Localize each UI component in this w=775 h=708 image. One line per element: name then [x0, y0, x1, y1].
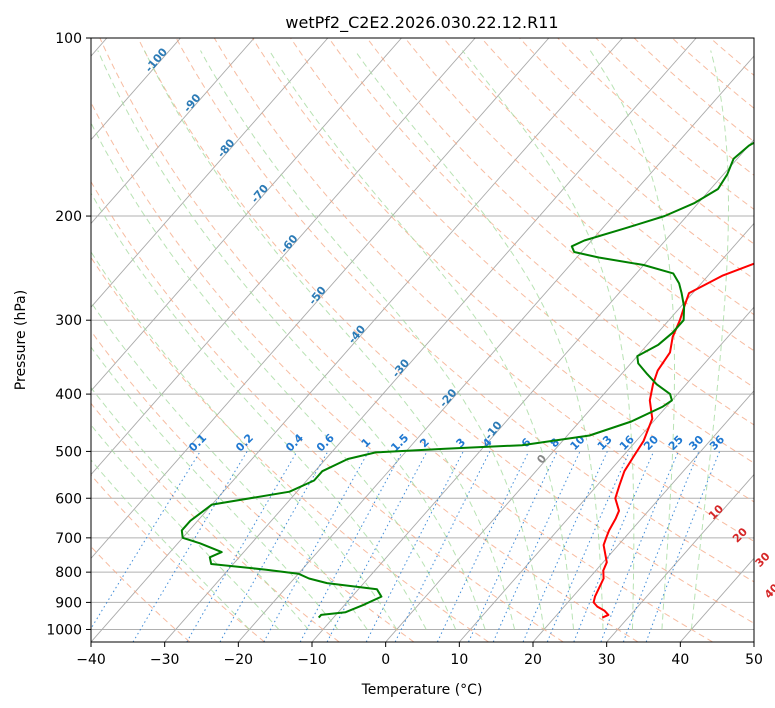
- moist-adiabat: [91, 121, 457, 630]
- y-axis-label: Pressure (hPa): [13, 290, 29, 390]
- isotherm: [385, 222, 754, 642]
- dry-adiabat: [91, 330, 415, 642]
- moist-adiabat: [268, 50, 574, 630]
- isotherm: [91, 38, 550, 559]
- dry-adiabat: [137, 38, 754, 624]
- dewpoint-line: [180, 141, 754, 619]
- mixing-ratio-line: [132, 451, 248, 642]
- dry-adiabat: [290, 38, 754, 464]
- moist-adiabat: [91, 251, 398, 630]
- temperature-line: [592, 262, 754, 619]
- dry-adiabat: [633, 38, 754, 143]
- mixing-ratio-line: [522, 451, 608, 642]
- isotherm: [91, 38, 623, 642]
- mixing-ratio-line: [468, 451, 558, 642]
- moist-adiabat: [690, 50, 729, 630]
- moist-adiabat: [97, 50, 486, 630]
- dry-adiabat: [91, 101, 639, 642]
- y-tick-label: 600: [55, 491, 82, 507]
- x-tick-label: −40: [76, 652, 106, 668]
- mixing-ratio-line: [492, 451, 581, 642]
- mixing-ratio-line: [91, 451, 201, 630]
- x-tick-label: 10: [450, 652, 468, 668]
- isotherm: [458, 306, 754, 642]
- x-tick-label: 50: [745, 652, 763, 668]
- isotherm: [91, 38, 402, 392]
- y-tick-label: 500: [55, 444, 82, 460]
- moist-adiabat: [462, 50, 635, 630]
- mixing-ratio-line: [600, 451, 679, 642]
- mixing-ratio-line: [436, 451, 530, 642]
- dry-adiabat: [595, 38, 754, 176]
- moist-adiabat: [91, 192, 427, 630]
- y-tick-label: 400: [55, 387, 82, 403]
- isotherm: [91, 38, 476, 476]
- mixing-ratio-line: [219, 451, 329, 642]
- mixing-ratio-line: [263, 451, 369, 642]
- y-tick-label: 200: [55, 209, 82, 225]
- moist-adiabat: [589, 50, 675, 630]
- y-axis-ticks: 100 200 300 400 500 600 700 800 900 1000: [46, 31, 91, 638]
- isotherm: [606, 473, 754, 642]
- moist-adiabat: [91, 301, 368, 630]
- x-tick-label: −20: [224, 652, 254, 668]
- dry-adiabat: [404, 38, 754, 352]
- x-tick-label: 40: [671, 652, 689, 668]
- moist-adiabat: [91, 459, 250, 630]
- x-axis-ticks: −40 −30 −20 −10 0 10 20 30 40 50: [76, 642, 763, 668]
- dry-adiabat: [175, 38, 754, 583]
- isotherm: [164, 38, 697, 642]
- moist-adiabat: [91, 424, 280, 630]
- dry-adiabat: [91, 474, 265, 642]
- profile-lines: [180, 141, 754, 619]
- x-tick-label: 20: [524, 652, 542, 668]
- y-tick-label: 700: [55, 531, 82, 547]
- dry-adiabat: [328, 38, 754, 426]
- isotherm: [91, 38, 181, 141]
- moist-adiabat: [143, 50, 516, 630]
- dry-adiabat: [91, 180, 564, 642]
- y-tick-label: 900: [55, 595, 82, 611]
- dry-adiabat: [442, 38, 754, 316]
- moist-adiabat: [200, 50, 545, 630]
- moist-adiabat: [91, 346, 339, 630]
- dry-adiabat: [99, 38, 713, 642]
- isotherm: [532, 390, 754, 642]
- y-tick-label: 300: [55, 313, 82, 329]
- dry-adiabat: [252, 38, 754, 503]
- background-lines: [91, 38, 754, 642]
- plot-frame: [90, 37, 755, 643]
- y-tick-label: 1000: [46, 622, 82, 638]
- x-tick-label: −10: [297, 652, 327, 668]
- x-tick-label: 0: [381, 652, 390, 668]
- moist-adiabat: [354, 50, 604, 630]
- isotherm: [91, 38, 255, 225]
- chart-title: wetPf2_C2E2.2026.030.22.12.R11: [285, 13, 558, 33]
- moist-adiabat: [91, 386, 309, 630]
- y-tick-label: 100: [55, 31, 82, 47]
- x-axis-label: Temperature (°C): [361, 682, 483, 698]
- x-tick-label: 30: [598, 652, 616, 668]
- isotherm: [237, 55, 754, 642]
- dry-adiabat: [91, 256, 489, 642]
- y-tick-label: 800: [55, 565, 82, 581]
- mixing-ratio-line: [573, 451, 655, 642]
- x-tick-label: −30: [150, 652, 180, 668]
- isotherm: [91, 38, 329, 308]
- dry-adiabat: [213, 38, 754, 542]
- dry-adiabat: [557, 38, 754, 210]
- mixing-ratio-line: [186, 451, 298, 642]
